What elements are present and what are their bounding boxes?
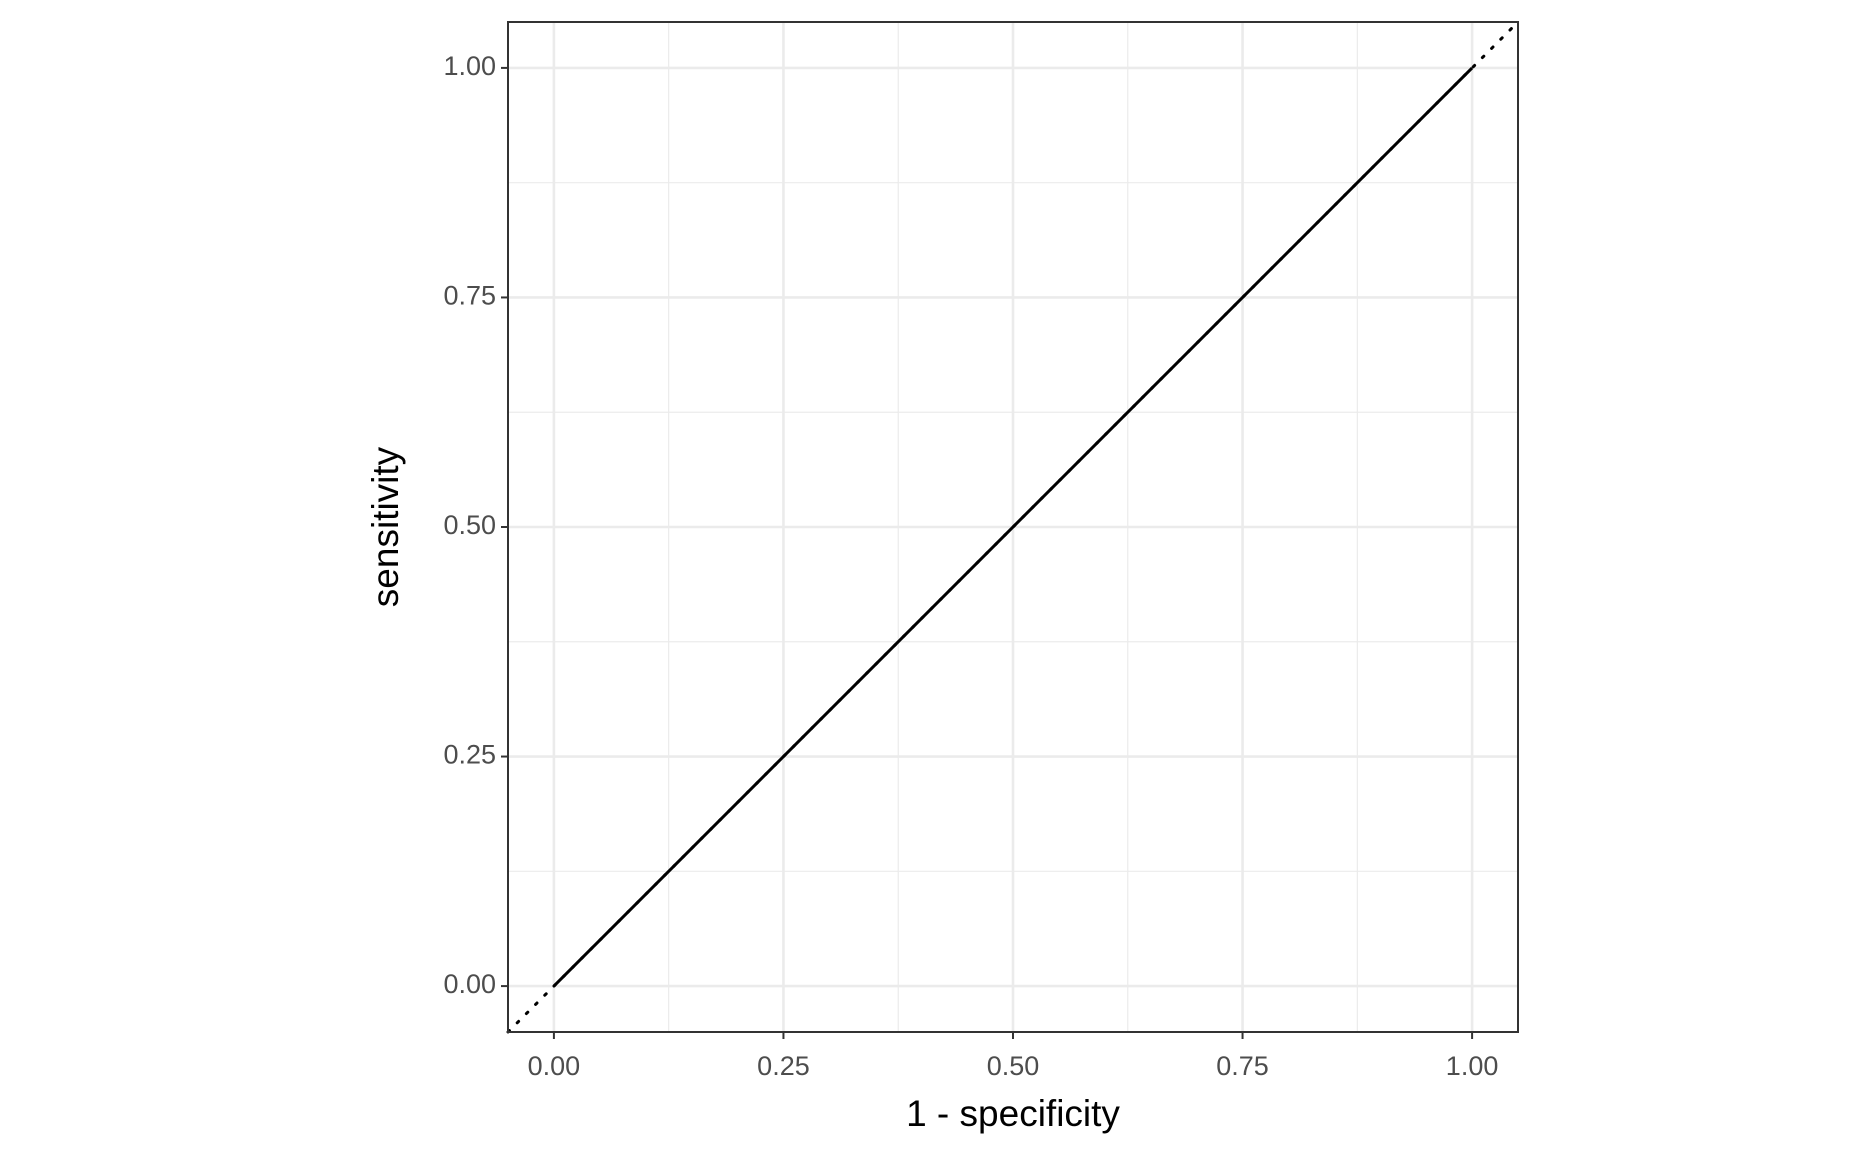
- y-tick-label: 0.50: [443, 510, 496, 540]
- panel-border: [507, 21, 1519, 1033]
- y-tick-label: 1.00: [443, 51, 496, 81]
- x-tick-label: 0.75: [1216, 1051, 1269, 1081]
- y-axis-title: sensitivity: [365, 446, 406, 607]
- x-tick-label: 0.25: [757, 1051, 810, 1081]
- x-tick-label: 0.50: [987, 1051, 1040, 1081]
- y-tick-label: 0.75: [443, 281, 496, 311]
- x-axis-title: 1 - specificity: [906, 1093, 1120, 1134]
- y-tick-label: 0.25: [443, 740, 496, 770]
- y-tick-label: 0.00: [443, 969, 496, 999]
- x-tick-label: 0.00: [528, 1051, 581, 1081]
- roc-curve: [552, 66, 1474, 988]
- x-tick-label: 1.00: [1446, 1051, 1499, 1081]
